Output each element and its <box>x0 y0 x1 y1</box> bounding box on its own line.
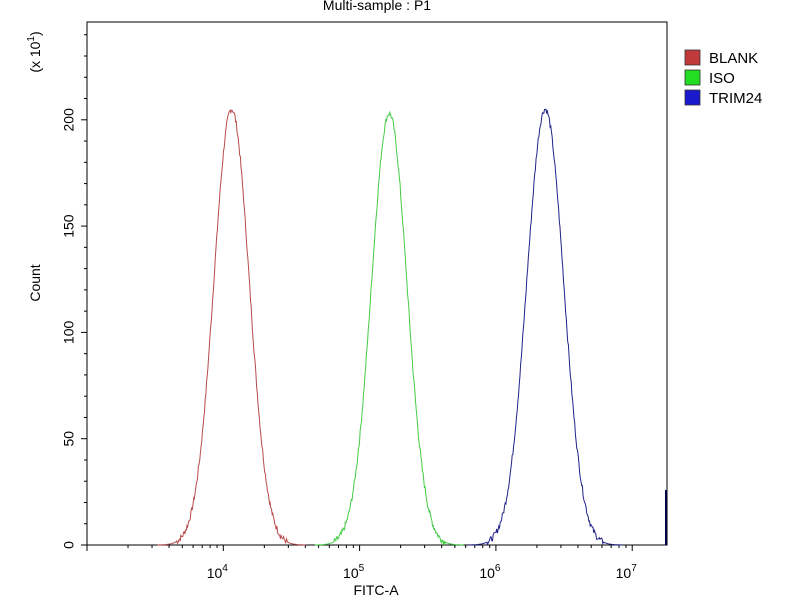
chart-title: Multi-sample : P1 <box>323 0 431 13</box>
x-axis-title: FITC-A <box>353 582 399 598</box>
legend-label-blank: BLANK <box>709 50 758 67</box>
series-line-blank <box>157 108 306 546</box>
y-tick-label: 0 <box>61 541 77 549</box>
x-tick-label: 106 <box>479 563 501 581</box>
series-layer <box>157 108 667 547</box>
y-tick-label: 100 <box>61 321 77 345</box>
y-tick-label: 150 <box>61 214 77 238</box>
y-axis-multiplier: (x 101) <box>26 31 43 72</box>
legend-swatch-iso <box>684 69 701 86</box>
legend: BLANK ISO TRIM24 <box>684 49 762 107</box>
legend-swatch-blank <box>684 49 701 66</box>
y-axis-title: Count <box>27 264 43 301</box>
plot-frame <box>86 21 668 546</box>
y-tick-label: 50 <box>61 431 77 447</box>
plot-border <box>86 21 668 546</box>
y-tick-label: 200 <box>61 108 77 132</box>
y-axis: 0 50 100 150 200 <box>61 34 87 549</box>
y-multiplier-exponent: 1 <box>26 36 37 42</box>
series-line-trim24 <box>467 108 623 546</box>
series-line-iso <box>314 110 464 547</box>
x-tick-label: 104 <box>207 563 229 581</box>
x-tick-label: 105 <box>343 563 365 581</box>
x-axis: 104 105 106 107 <box>86 545 638 581</box>
legend-label-iso: ISO <box>709 70 735 87</box>
y-multiplier-text: (x 10 <box>27 41 43 72</box>
x-tick-label: 107 <box>616 563 638 581</box>
legend-label-trim24: TRIM24 <box>709 90 762 107</box>
legend-swatch-trim24 <box>684 89 701 106</box>
